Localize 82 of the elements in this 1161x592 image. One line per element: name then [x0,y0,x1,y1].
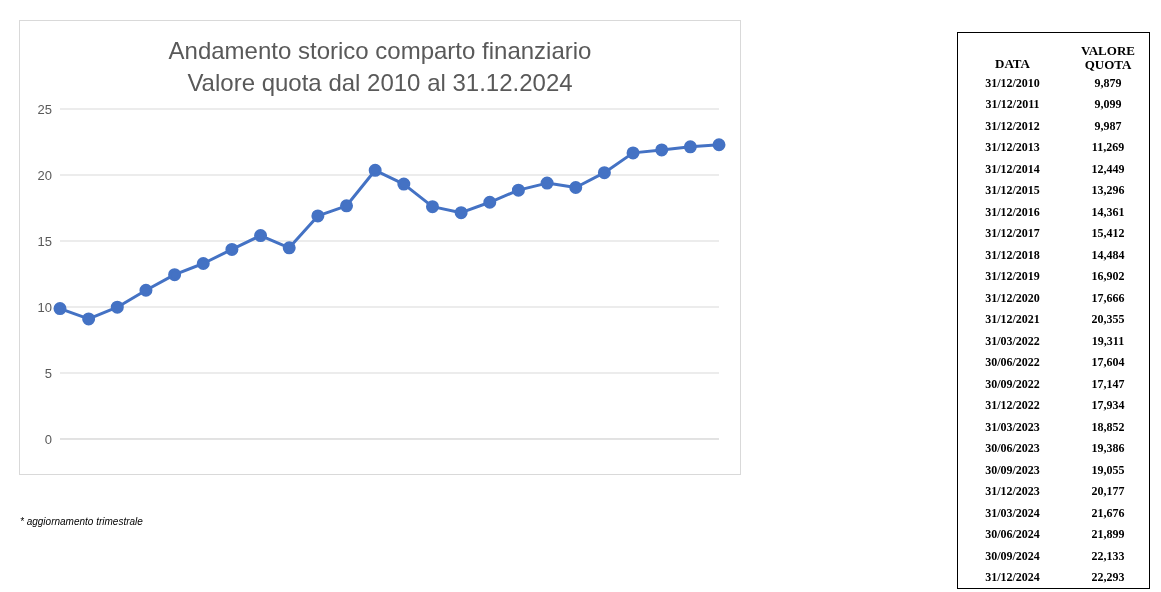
text: 17,147 [1090,375,1126,393]
text: 31/12/2020 [984,289,1041,307]
text: 14,484 [1090,246,1126,264]
text: 9,987 [1093,117,1123,135]
text: * aggiornamento trimestrale [20,516,143,527]
point [82,312,96,326]
text: 31/12/2016 [984,203,1041,221]
point [254,229,268,243]
point [683,140,697,154]
text: 31/12/2019 [984,268,1041,286]
text: 14,361 [1090,203,1126,221]
text: 19,311 [1090,332,1126,350]
point [454,206,468,220]
text: 22,293 [1090,569,1126,586]
point [655,143,669,157]
text: 31/12/2015 [984,182,1041,200]
text: 31/12/2014 [984,160,1041,178]
text: 31/03/2023 [984,418,1041,436]
point [569,180,583,194]
point [311,209,325,223]
text: 30/09/2023 [984,461,1041,479]
y-tick-label: 5 [44,365,52,381]
text: 9,879 [1093,74,1123,92]
point [368,163,382,177]
text: 31/03/2024 [984,504,1041,522]
text: 12,449 [1090,160,1126,178]
text: 30/06/2024 [984,526,1041,544]
point [340,199,354,213]
text: 31/12/2011 [984,96,1041,114]
point [110,300,124,314]
chart-title: Andamento storico comparto finanziario Valore quota dal 2010 al 31.12.2024 [167,36,593,98]
y-tick-label: 25 [37,101,52,117]
point [168,268,182,282]
point [196,256,210,270]
y-tick-label: 0 [44,431,52,447]
point [511,183,525,197]
text: 20,177 [1090,483,1126,501]
y-tick-label: 20 [37,167,52,183]
text: 31/12/2018 [984,246,1041,264]
point [225,242,239,256]
point [282,241,296,255]
point [425,200,439,214]
y-tick-label: 15 [37,233,52,249]
text: 30/06/2023 [984,440,1041,458]
text: 31/12/2023 [984,483,1041,501]
text: 31/12/2017 [984,225,1041,243]
text: VALORE QUOTA [1080,41,1136,73]
text: 21,899 [1090,526,1126,544]
text: 17,604 [1090,354,1126,372]
point [397,177,411,191]
text: 11,269 [1090,139,1126,157]
point [597,166,611,180]
point [626,146,640,160]
text: 31/12/2024 [984,569,1041,586]
text: 16,902 [1090,268,1126,286]
text: 18,852 [1090,418,1126,436]
text: 30/09/2022 [984,375,1041,393]
text: 30/06/2022 [984,354,1041,372]
point [540,176,554,190]
point [483,195,497,209]
text: 17,934 [1090,397,1126,415]
text: 17,666 [1090,289,1126,307]
y-tick-label: 10 [37,299,52,315]
text: 31/12/2010 [984,74,1041,92]
text: 13,296 [1090,182,1126,200]
text: 31/12/2012 [984,117,1041,135]
text: 31/12/2022 [984,397,1041,415]
text: 31/12/2021 [984,311,1041,329]
text: 21,676 [1090,504,1126,522]
text: 9,099 [1093,96,1123,114]
text: 19,386 [1090,440,1126,458]
text: 20,355 [1090,311,1126,329]
text: 15,412 [1090,225,1126,243]
text: 31/12/2013 [984,139,1041,157]
text: 30/09/2024 [984,547,1041,565]
point [139,283,153,297]
text: 31/03/2022 [984,332,1041,350]
text: DATA [994,54,1031,73]
point [712,138,726,152]
text: 22,133 [1090,547,1126,565]
text: 19,055 [1090,461,1126,479]
point [53,302,67,316]
